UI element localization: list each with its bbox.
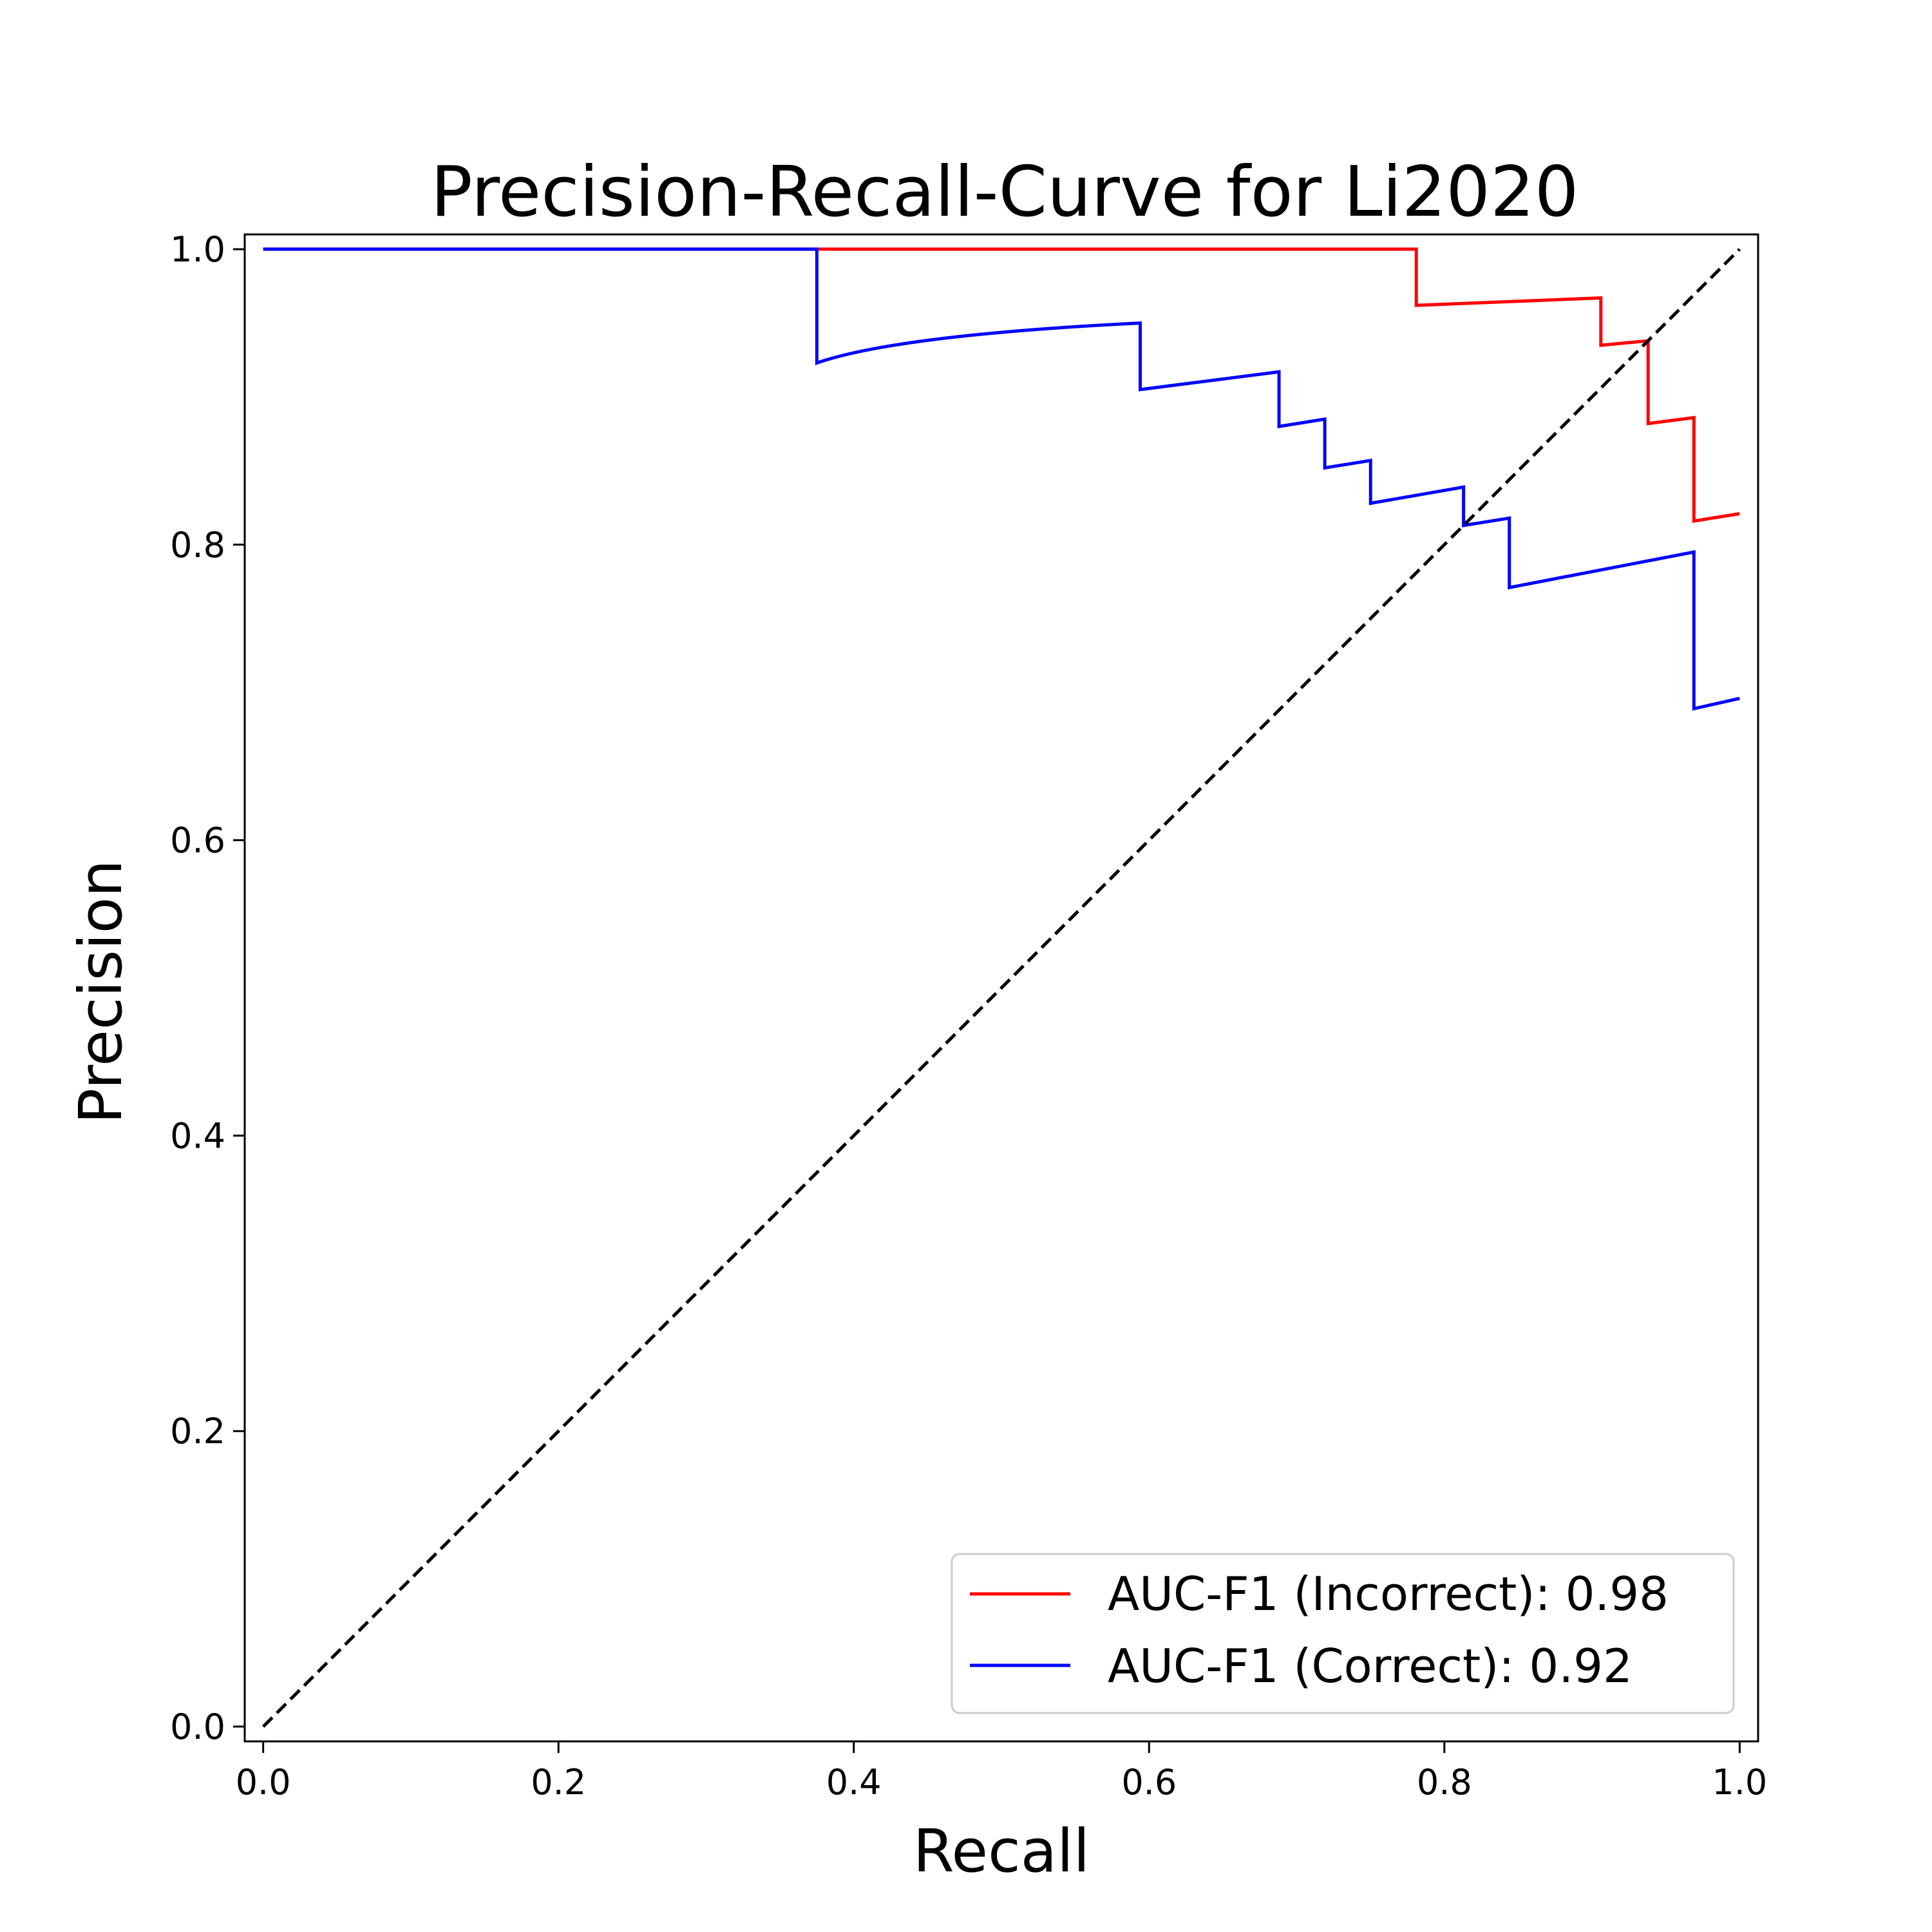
x-tick-label: 1.0 bbox=[1712, 1762, 1767, 1803]
chart-title: Precision-Recall-Curve for Li2020 bbox=[431, 152, 1579, 232]
y-tick-label: 0.6 bbox=[170, 820, 225, 861]
x-axis-label: Recall bbox=[913, 1817, 1090, 1886]
y-tick-label: 0.4 bbox=[170, 1115, 225, 1156]
x-tick-label: 0.6 bbox=[1121, 1762, 1177, 1803]
x-tick-label: 0.0 bbox=[236, 1762, 291, 1803]
x-axis-ticks: 0.0 0.2 0.4 0.6 0.8 1.0 bbox=[236, 1741, 1767, 1803]
legend-label-correct: AUC-F1 (Correct): 0.92 bbox=[1108, 1639, 1633, 1693]
x-tick-label: 0.2 bbox=[531, 1762, 586, 1803]
y-axis-label: Precision bbox=[66, 860, 135, 1124]
y-tick-label: 0.0 bbox=[170, 1707, 225, 1747]
plot-frame bbox=[243, 233, 1759, 1743]
y-tick-label: 1.0 bbox=[170, 229, 225, 270]
series-line-correct bbox=[263, 247, 1740, 711]
legend: AUC-F1 (Incorrect): 0.98 AUC-F1 (Correct… bbox=[951, 1553, 1735, 1714]
diagonal-baseline bbox=[261, 248, 1741, 1728]
legend-box bbox=[951, 1553, 1735, 1714]
legend-label-incorrect: AUC-F1 (Incorrect): 0.98 bbox=[1108, 1567, 1669, 1621]
y-tick-label: 0.2 bbox=[170, 1411, 225, 1452]
series-layer bbox=[261, 247, 1741, 1728]
series-line-incorrect bbox=[263, 247, 1740, 524]
y-tick-label: 0.8 bbox=[170, 525, 225, 565]
x-tick-label: 0.8 bbox=[1417, 1762, 1472, 1803]
x-tick-label: 0.4 bbox=[826, 1762, 882, 1803]
y-axis-ticks: 0.0 0.2 0.4 0.6 0.8 1.0 bbox=[170, 229, 245, 1747]
